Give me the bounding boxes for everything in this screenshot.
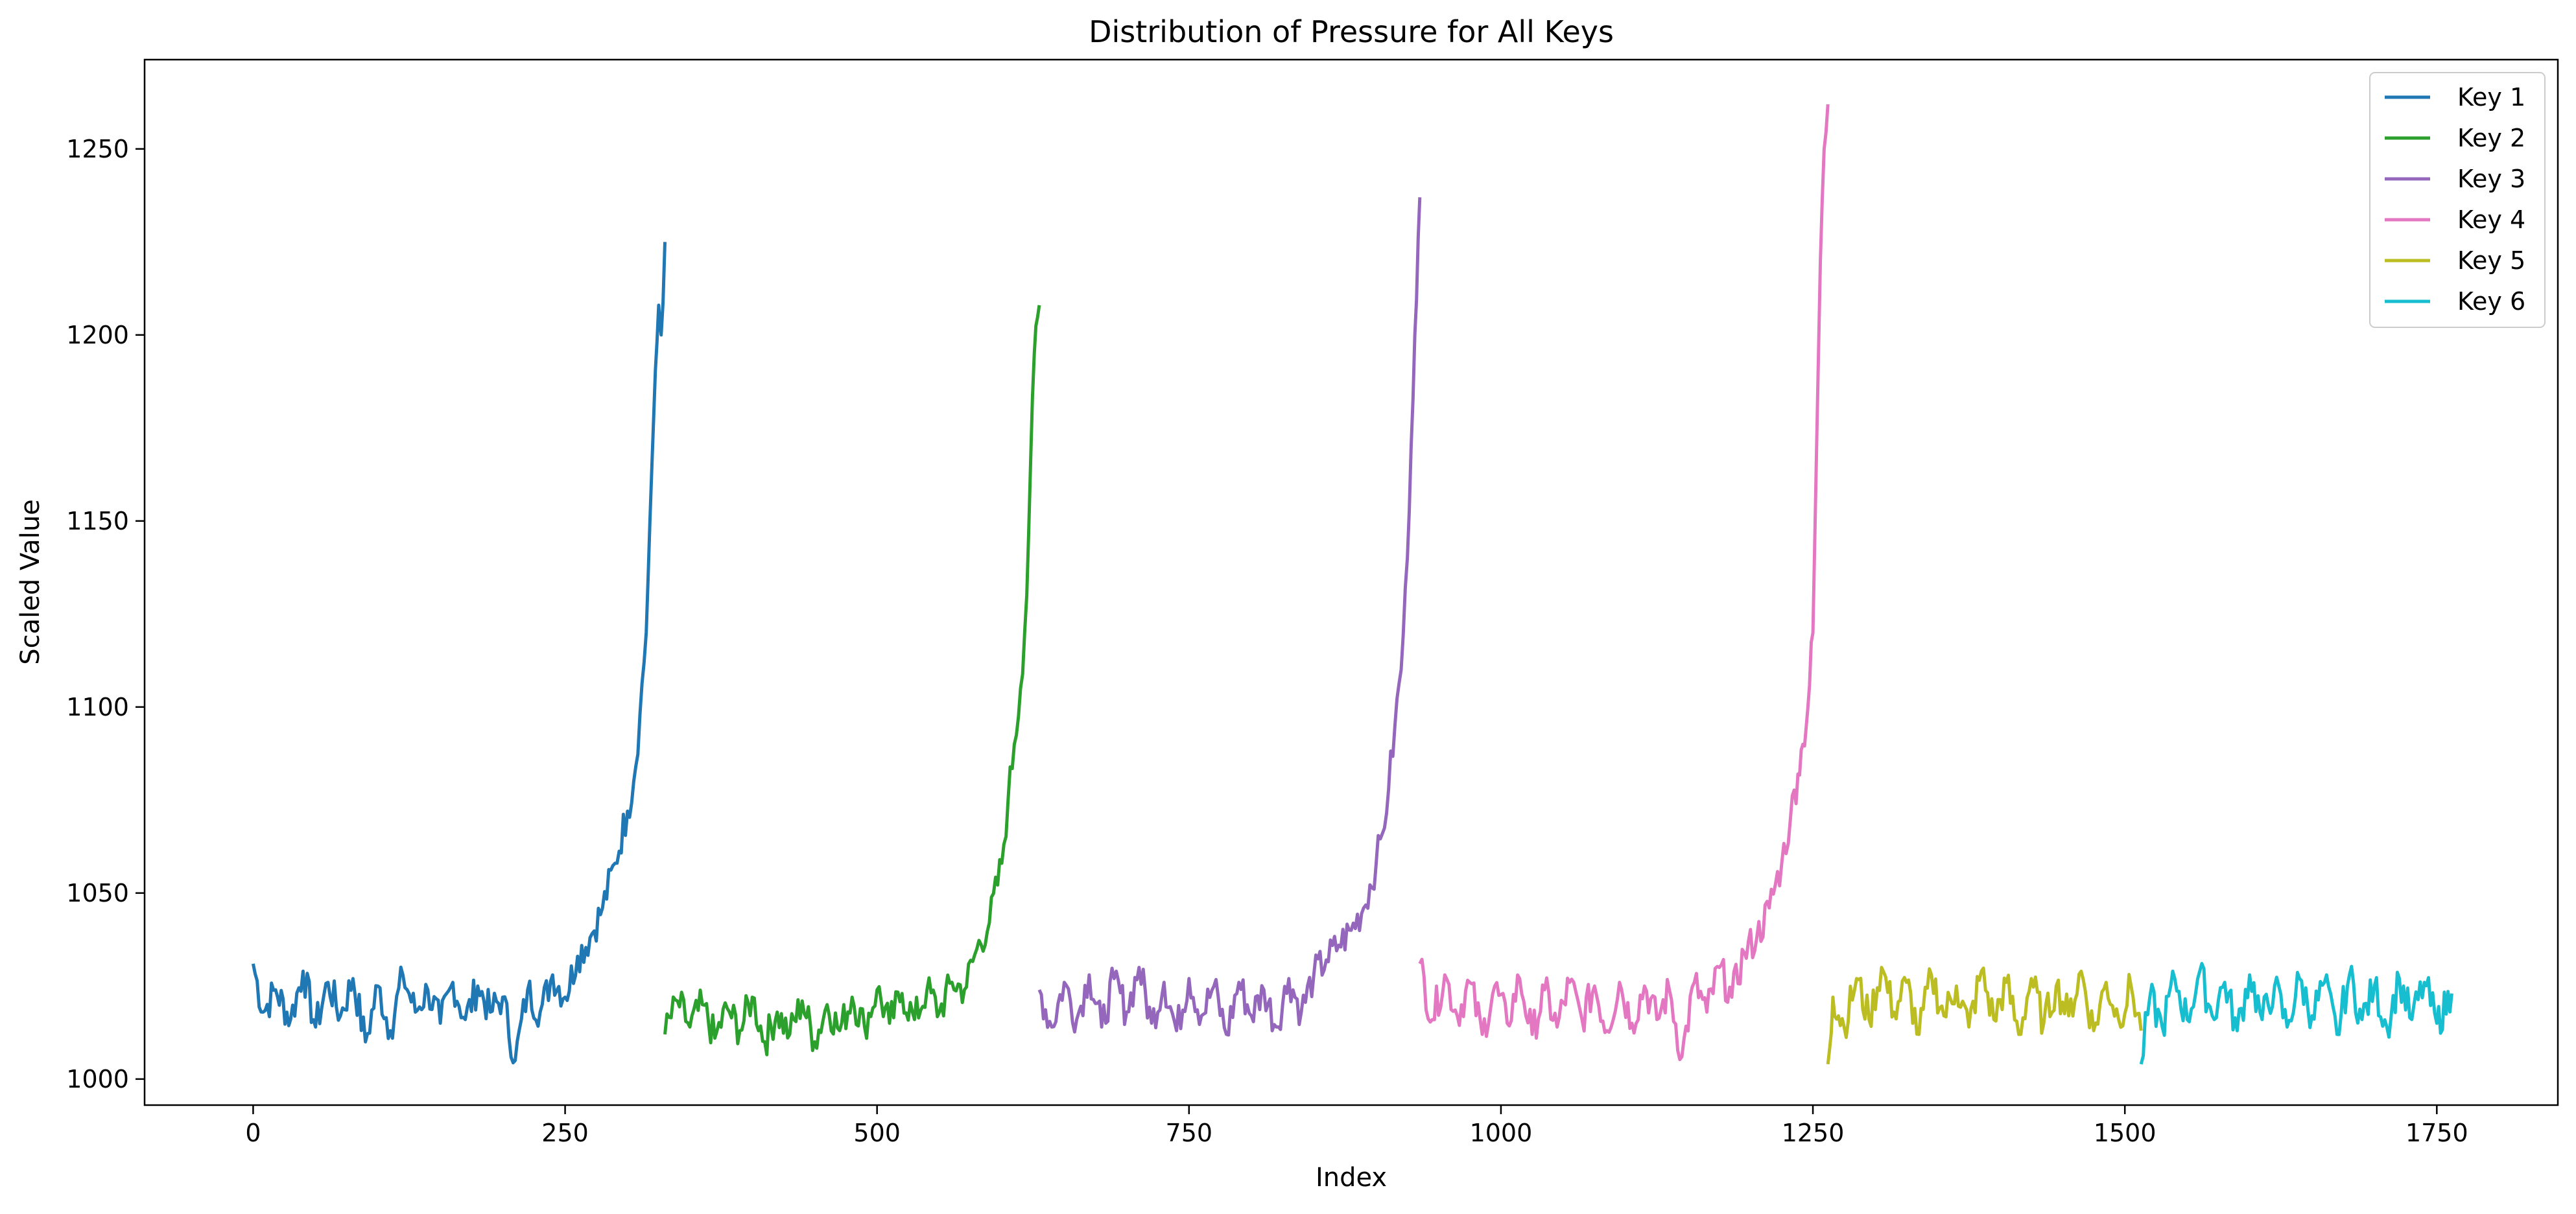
- series-layer: [251, 104, 2453, 1065]
- x-tick-label: 1000: [1470, 1119, 1533, 1147]
- series-line-key-5: [1826, 966, 2143, 1065]
- x-axis-title: Index: [1316, 1163, 1387, 1193]
- series-line-key-3: [1037, 197, 1422, 1037]
- plot-area: [143, 58, 2559, 1106]
- series-line-key-4: [1418, 104, 1830, 1062]
- y-tick-label: 1050: [66, 879, 129, 907]
- y-tick-label: 1000: [66, 1065, 129, 1093]
- legend-label-key-6: Key 6: [2457, 287, 2525, 316]
- legend-label-key-1: Key 1: [2457, 83, 2525, 111]
- legend-frame: [2369, 72, 2546, 328]
- y-tick-label: 1150: [66, 507, 129, 535]
- y-tick-label: 1200: [66, 321, 129, 349]
- chart-title: Distribution of Pressure for All Keys: [1089, 14, 1614, 49]
- legend-label-key-4: Key 4: [2457, 205, 2525, 234]
- x-tick-label: 0: [245, 1119, 261, 1147]
- legend: Key 1 Key 2 Key 3 Key 4 Key 5 Key 6: [2369, 72, 2546, 328]
- x-axis: 0 250 500 750 1000 1250 1500 1750: [245, 1105, 2468, 1147]
- plot-frame: [143, 58, 2559, 1106]
- legend-label-key-2: Key 2: [2457, 124, 2525, 152]
- series-line-key-2: [663, 305, 1041, 1056]
- x-tick-label: 1750: [2405, 1119, 2468, 1147]
- x-tick-label: 750: [1166, 1119, 1213, 1147]
- y-tick-label: 1250: [66, 135, 129, 163]
- x-tick-label: 500: [853, 1119, 901, 1147]
- x-tick-label: 1500: [2094, 1119, 2157, 1147]
- series-line-key-1: [251, 242, 667, 1065]
- y-tick-label: 1100: [66, 693, 129, 721]
- legend-label-key-5: Key 5: [2457, 246, 2525, 275]
- x-tick-label: 250: [541, 1119, 589, 1147]
- series-line-key-6: [2139, 962, 2453, 1065]
- y-axis: 1000 1050 1100 1150 1200 1250: [66, 135, 145, 1093]
- y-axis-title: Scaled Value: [16, 499, 45, 665]
- x-tick-label: 1250: [1782, 1119, 1845, 1147]
- legend-label-key-3: Key 3: [2457, 165, 2525, 193]
